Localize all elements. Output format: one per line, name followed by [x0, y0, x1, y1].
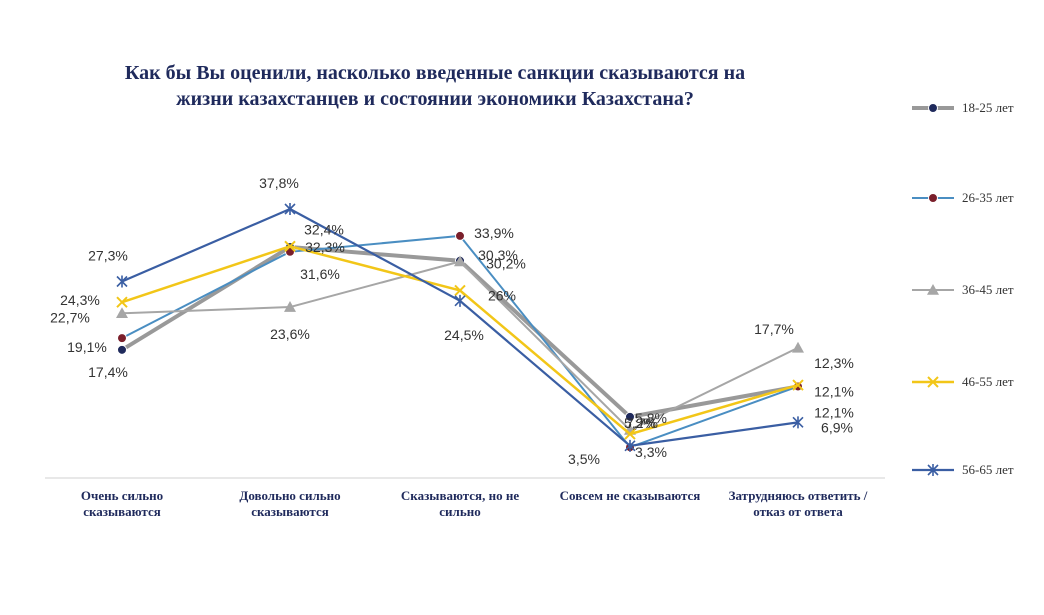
- legend-label-5: 56-65 лет: [962, 462, 1014, 477]
- data-label-3-5: 17,7%: [754, 321, 794, 337]
- chart-title-line-1: Как бы Вы оценили, насколько введенные с…: [124, 62, 746, 84]
- series-4-point-5: [792, 379, 804, 391]
- data-label-2-1: 19,1%: [67, 339, 107, 355]
- series-2-point-3: [455, 230, 465, 241]
- data-label-2-2: 31,6%: [300, 266, 340, 282]
- series-4-point-2: [284, 240, 296, 252]
- category-label-2-line-2: сказываются: [251, 504, 329, 519]
- legend-item-1: 18-25 лет: [912, 100, 1014, 115]
- data-label-1-1: 17,4%: [88, 364, 128, 380]
- legend-label-2: 26-35 лет: [962, 190, 1014, 205]
- legend-label-4: 46-55 лет: [962, 374, 1014, 389]
- series-3-point-5: [792, 341, 804, 353]
- series-5-point-1: [116, 275, 128, 288]
- series-5-point-5: [792, 416, 804, 429]
- legend-marker-5: [927, 464, 939, 476]
- category-label-2-line-1: Довольно сильно: [239, 488, 340, 503]
- series-2-point-1: [117, 333, 127, 344]
- series-5: [116, 203, 804, 452]
- data-label-4-4: 5,2%: [624, 415, 656, 431]
- category-label-3-line-1: Сказываются, но не: [401, 488, 519, 503]
- legend-item-3: 36-45 лет: [912, 282, 1014, 297]
- legend-label-3: 36-45 лет: [962, 282, 1014, 297]
- category-label-2: Довольно сильно сказываются: [239, 488, 340, 519]
- data-label-5-2: 37,8%: [259, 175, 299, 191]
- data-label-5-5: 6,9%: [821, 419, 853, 435]
- legend-item-4: 46-55 лет: [912, 374, 1014, 389]
- category-label-3: Сказываются, но не сильно: [401, 488, 519, 519]
- series-5-point-4: [624, 439, 636, 452]
- data-label-1-5: 12,1%: [814, 383, 854, 399]
- series-3: [116, 255, 804, 435]
- data-label-4-2: 32,4%: [304, 221, 344, 237]
- series-4-point-1: [116, 296, 128, 308]
- series-4: [116, 240, 804, 440]
- data-label-4-1: 24,3%: [60, 292, 100, 308]
- series-3-point-3: [454, 255, 466, 267]
- data-label-2-4: 3,3%: [635, 444, 667, 460]
- category-label-4: Совсем не сказываются: [560, 488, 701, 503]
- data-label-5-4: 3,5%: [568, 451, 600, 467]
- data-label-4-3: 26%: [488, 287, 516, 303]
- series-4-point-4: [624, 428, 636, 440]
- series-4-point-3: [454, 284, 466, 297]
- series-3-point-1: [116, 307, 128, 319]
- category-label-1-line-1: Очень сильно: [81, 488, 163, 503]
- data-label-3-1: 22,7%: [50, 309, 90, 325]
- category-label-3-line-2: сильно: [439, 504, 480, 519]
- series-5-point-2: [284, 203, 296, 215]
- data-label-1-4: 7,7%: [626, 415, 658, 431]
- data-label-2-5: 12,1%: [814, 404, 854, 420]
- category-label-4-line-1: Совсем не сказываются: [560, 488, 701, 503]
- data-label-1-3: 30,3%: [478, 247, 518, 263]
- data-label-3-4: 5,8%: [635, 410, 667, 426]
- category-label-1-line-2: сказываются: [83, 504, 161, 519]
- series-1-point-1: [117, 344, 127, 355]
- series-1-point-4: [625, 411, 635, 422]
- series-3-point-2: [284, 301, 296, 312]
- data-label-5-1: 27,3%: [88, 248, 128, 264]
- legend-marker-4: [927, 376, 939, 388]
- category-label-5-line-2: отказ от ответа: [753, 504, 843, 519]
- data-label-4-5: 12,3%: [814, 355, 854, 371]
- legend-item-5: 56-65 лет: [912, 462, 1014, 477]
- series-5-point-3: [454, 294, 466, 307]
- data-label-1-2: 32,3%: [305, 239, 345, 255]
- legend-marker-2: [928, 193, 938, 203]
- legend-item-2: 26-35 лет: [912, 190, 1014, 205]
- legend-label-1: 18-25 лет: [962, 100, 1014, 115]
- data-label-5-3: 24,5%: [444, 327, 484, 343]
- data-label-2-3: 33,9%: [474, 225, 514, 241]
- chart-title-line-2: жизни казахстанцев и состоянии экономики…: [176, 88, 694, 110]
- category-label-1: Очень сильно сказываются: [81, 488, 163, 519]
- category-label-5-line-1: Затрудняюсь ответить /: [729, 488, 868, 503]
- category-label-5: Затрудняюсь ответить / отказ от ответа: [729, 488, 868, 519]
- data-label-3-2: 23,6%: [270, 326, 310, 342]
- data-label-3-3: 30,2%: [486, 255, 526, 271]
- legend-marker-1: [928, 103, 938, 113]
- chart-title: Как бы Вы оценили, насколько введенные с…: [30, 60, 840, 112]
- legend-marker-3: [927, 284, 939, 295]
